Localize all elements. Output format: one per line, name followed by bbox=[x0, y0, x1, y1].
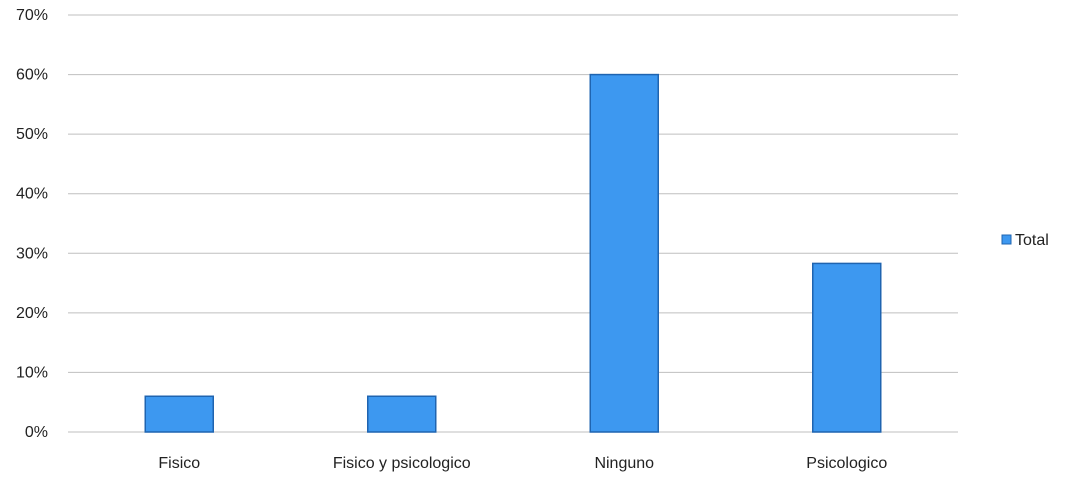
bar-psicologico bbox=[812, 262, 882, 433]
legend-label: Total bbox=[1015, 232, 1049, 249]
gridlines bbox=[68, 14, 958, 433]
x-tick-label: Psicologico bbox=[806, 455, 887, 472]
y-tick-label: 10% bbox=[16, 364, 48, 381]
legend-swatch bbox=[1001, 234, 1012, 245]
x-tick-label: Fisico y psicologico bbox=[333, 455, 471, 472]
bars bbox=[144, 73, 882, 433]
y-tick-label: 0% bbox=[25, 424, 48, 441]
bar-fisico bbox=[144, 395, 214, 433]
y-axis-tick-labels: 0% 10% 20% 30% 40% 50% 60% 70% bbox=[16, 7, 48, 441]
x-axis-tick-labels: Fisico Fisico y psicologico Ninguno Psicolo… bbox=[158, 455, 887, 472]
legend: Total bbox=[1001, 232, 1049, 249]
y-tick-label: 50% bbox=[16, 126, 48, 143]
y-tick-label: 60% bbox=[16, 67, 48, 84]
y-tick-label: 40% bbox=[16, 186, 48, 203]
y-tick-label: 70% bbox=[16, 7, 48, 24]
x-tick-label: Ninguno bbox=[594, 455, 654, 472]
y-tick-label: 20% bbox=[16, 305, 48, 322]
bar-fisico-y-psicologico bbox=[367, 395, 437, 433]
y-tick-label: 30% bbox=[16, 245, 48, 262]
x-tick-label: Fisico bbox=[158, 455, 200, 472]
bar-ninguno bbox=[589, 73, 659, 433]
